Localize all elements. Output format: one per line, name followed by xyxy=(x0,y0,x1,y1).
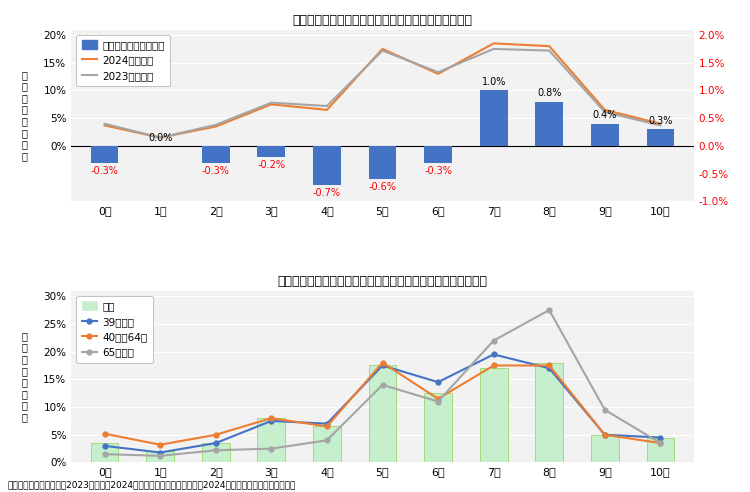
Bar xyxy=(368,366,397,462)
Bar xyxy=(91,443,118,462)
Text: -0.6%: -0.6% xyxy=(368,183,397,192)
Bar xyxy=(480,91,508,146)
Text: -0.7%: -0.7% xyxy=(313,188,341,198)
Text: （備考）図表３－１は、2023年調査、2024年調査の比較。図表３－２は2024年調査の年齢階層別の分布。: （備考）図表３－１は、2023年調査、2024年調査の比較。図表３－２は2024… xyxy=(8,481,296,490)
Bar xyxy=(313,146,340,184)
Bar xyxy=(536,363,563,462)
Bar xyxy=(202,146,229,162)
Bar xyxy=(146,451,174,462)
Bar xyxy=(257,146,285,157)
Bar xyxy=(646,129,674,146)
Bar xyxy=(424,393,452,462)
Text: -0.3%: -0.3% xyxy=(424,166,452,176)
Bar xyxy=(480,368,508,462)
Text: 1.0%: 1.0% xyxy=(482,77,506,87)
Text: 0.4%: 0.4% xyxy=(592,110,617,121)
Bar xyxy=(591,124,619,146)
Bar xyxy=(536,101,563,146)
Title: 図表３－２　生活満足度の点数別の回答者割合（年齢階層別）: 図表３－２ 生活満足度の点数別の回答者割合（年齢階層別） xyxy=(278,275,488,288)
Bar xyxy=(591,435,619,462)
Legend: 満足度の変化（右軸）, 2024（左軸）, 2023（左軸）: 満足度の変化（右軸）, 2024（左軸）, 2023（左軸） xyxy=(76,35,170,86)
Bar xyxy=(368,146,397,179)
Y-axis label: 回
答
者
割
合
（
％
）: 回 答 者 割 合 （ ％ ） xyxy=(22,70,28,161)
Legend: 全体, 39歳以下, 40歳－64歳, 65歳以事: 全体, 39歳以下, 40歳－64歳, 65歳以事 xyxy=(76,296,153,363)
Bar xyxy=(424,146,452,162)
Bar xyxy=(646,437,674,462)
Bar xyxy=(313,427,340,462)
Text: -0.3%: -0.3% xyxy=(91,166,118,176)
Y-axis label: 回
答
者
割
合
（
％
）: 回 答 者 割 合 （ ％ ） xyxy=(22,331,28,422)
Text: 0.8%: 0.8% xyxy=(537,88,562,98)
Text: -0.3%: -0.3% xyxy=(202,166,229,176)
Bar xyxy=(257,418,285,462)
Bar xyxy=(91,146,118,162)
Title: 図表３－１　生活満足度の点数別の回答者割合の変化: 図表３－１ 生活満足度の点数別の回答者割合の変化 xyxy=(292,14,472,27)
Text: -0.2%: -0.2% xyxy=(257,160,285,170)
Text: 0.0%: 0.0% xyxy=(148,132,172,143)
Bar xyxy=(202,443,229,462)
Text: 0.3%: 0.3% xyxy=(648,116,673,126)
